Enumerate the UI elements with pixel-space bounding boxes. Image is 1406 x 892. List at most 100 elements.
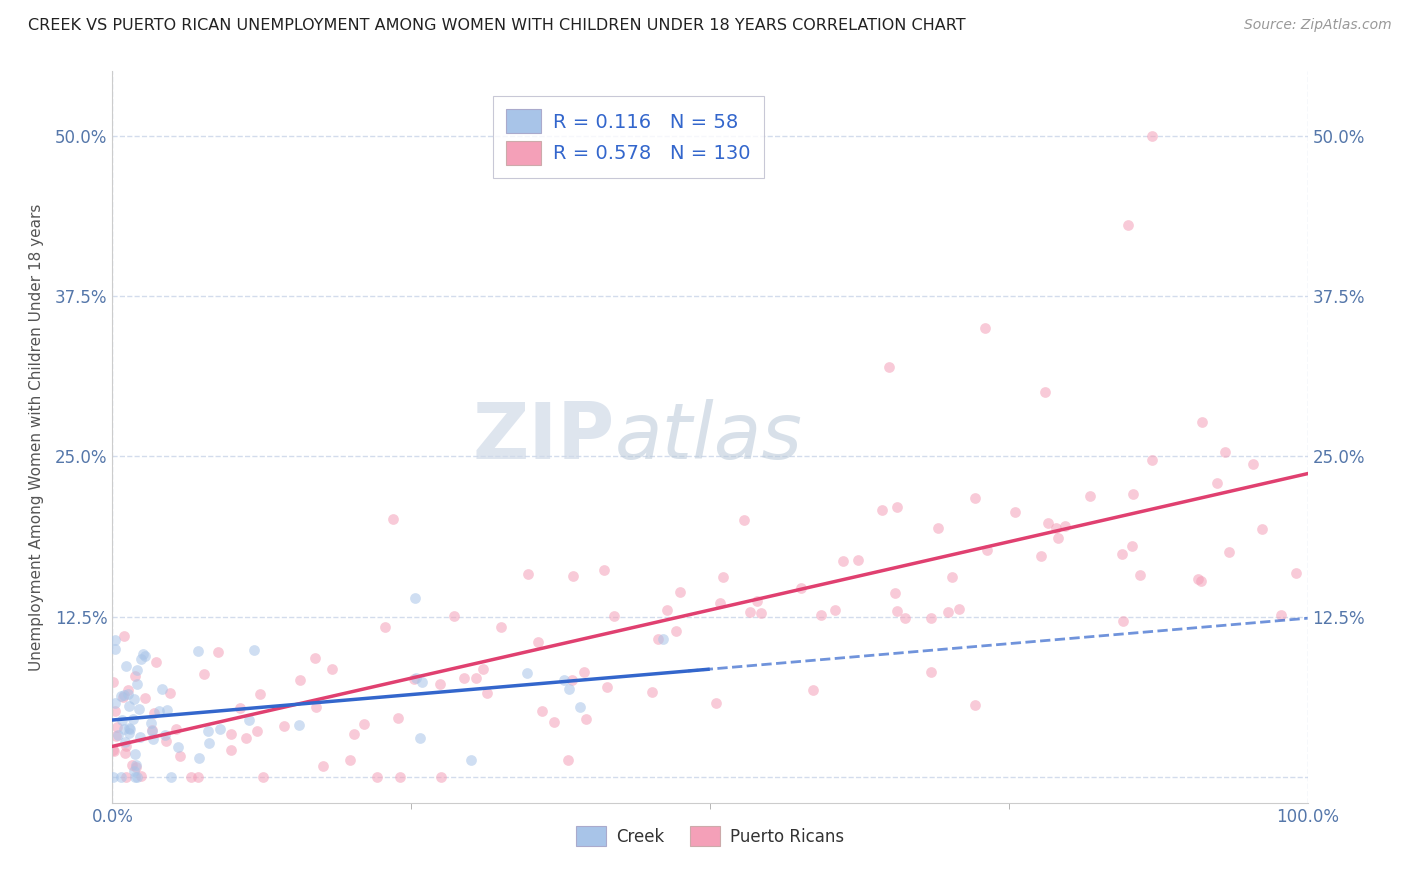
Point [810,607,832,622]
Point [1218,545,1240,559]
Point [1187,572,1209,586]
Point [557,753,579,767]
Point [596,680,619,694]
Point [706,696,728,710]
Point [111,713,134,727]
Point [104,642,127,657]
Point [134,691,156,706]
Point [321,662,343,676]
Point [1004,505,1026,519]
Point [104,632,127,647]
Point [134,648,156,663]
Point [963,491,986,505]
Point [846,553,869,567]
Point [166,739,188,754]
Point [1189,574,1212,588]
Point [603,609,626,624]
Point [160,770,183,784]
Point [641,685,664,699]
Point [920,611,942,625]
Point [145,656,167,670]
Point [1213,444,1236,458]
Point [471,662,494,676]
Point [465,671,488,685]
Point [125,676,148,690]
Point [273,719,295,733]
Point [229,701,252,715]
Point [305,700,328,714]
Point [936,605,959,619]
Point [219,727,242,741]
Point [114,747,136,761]
Point [235,731,257,746]
Point [558,682,581,697]
Point [197,724,219,739]
Point [114,770,136,784]
Point [389,770,412,784]
Point [1033,385,1056,400]
Point [129,652,152,666]
Point [801,682,824,697]
Point [143,706,166,721]
Point [1112,614,1135,628]
Point [112,722,135,736]
Point [963,698,986,712]
Point [1205,475,1227,490]
Point [745,594,768,608]
Point [117,683,139,698]
Point [252,770,274,784]
Point [1191,415,1213,429]
Point [311,758,333,772]
Point [824,602,846,616]
Point [1118,219,1140,233]
Point [125,758,148,772]
Point [111,690,134,705]
Point [1129,568,1152,582]
Point [156,704,179,718]
Point [187,644,209,658]
Point [122,713,145,727]
Point [1122,487,1144,501]
Point [879,359,901,374]
Point [477,686,499,700]
Point [572,665,595,679]
Point [870,502,893,516]
Point [526,634,548,648]
Point [652,632,675,647]
Point [886,604,908,618]
Point [141,724,163,739]
Point [920,665,942,679]
Point [655,602,678,616]
Point [1111,547,1133,561]
Point [288,673,311,687]
Point [132,648,155,662]
Point [118,721,141,735]
Point [103,770,125,784]
Point [112,688,135,702]
Point [1053,519,1076,533]
Point [886,500,908,514]
Point [122,692,145,706]
Point [409,731,432,746]
Point [453,671,475,685]
Point [339,753,361,767]
Point [1140,453,1163,467]
Text: ZIP: ZIP [472,399,614,475]
Point [208,723,231,737]
Point [207,645,229,659]
Point [561,673,583,687]
Point [115,659,138,673]
Point [411,675,433,690]
Point [104,704,127,718]
Point [114,735,136,749]
Point [193,667,215,681]
Point [883,585,905,599]
Point [1046,532,1069,546]
Point [491,620,513,634]
Point [1038,516,1060,530]
Point [647,632,669,647]
Point [131,769,153,783]
Point [114,739,136,753]
Legend: Creek, Puerto Ricans: Creek, Puerto Ricans [569,820,851,853]
Point [122,764,145,778]
